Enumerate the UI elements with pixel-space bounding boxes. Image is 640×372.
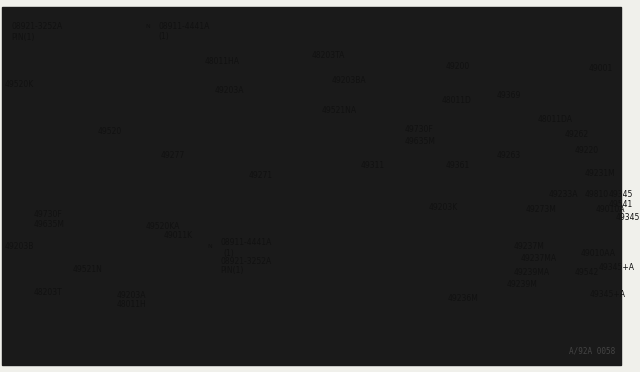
Text: 49271: 49271 <box>248 171 273 180</box>
Text: 49345: 49345 <box>616 213 640 222</box>
Text: 49520KA: 49520KA <box>146 222 180 231</box>
Text: (1): (1) <box>159 32 170 41</box>
Text: 49635M: 49635M <box>404 137 435 146</box>
Text: 49011K: 49011K <box>164 231 193 240</box>
Text: 08911-4441A: 08911-4441A <box>220 238 271 247</box>
Text: 08921-3252A: 08921-3252A <box>12 22 63 31</box>
Text: 49231M: 49231M <box>584 169 615 178</box>
Bar <box>351 170 433 184</box>
Text: (1): (1) <box>223 249 234 258</box>
Text: 49635M: 49635M <box>34 221 65 230</box>
Text: N: N <box>207 244 212 249</box>
Text: 49345+A: 49345+A <box>599 263 635 272</box>
Text: PIN(1): PIN(1) <box>12 33 35 42</box>
Bar <box>8 16 115 49</box>
Text: 49311: 49311 <box>360 161 385 170</box>
Text: 49263: 49263 <box>497 151 521 160</box>
Text: 49369: 49369 <box>497 91 521 100</box>
Text: 49203A: 49203A <box>117 291 147 299</box>
Bar <box>63 137 88 155</box>
Text: 48203T: 48203T <box>34 288 63 297</box>
Text: 49233A: 49233A <box>548 190 578 199</box>
Text: 49521N: 49521N <box>73 265 103 274</box>
Text: 49361: 49361 <box>446 161 470 170</box>
Text: 49203A: 49203A <box>214 86 244 95</box>
Text: PIN(1): PIN(1) <box>220 266 243 275</box>
Text: 49001: 49001 <box>588 64 612 73</box>
Text: 48011D: 48011D <box>441 96 471 105</box>
Text: 49239MA: 49239MA <box>513 268 550 277</box>
Text: 49239M: 49239M <box>506 280 538 289</box>
Text: 49345: 49345 <box>609 190 633 199</box>
Text: 49203BA: 49203BA <box>331 76 366 85</box>
Text: 48011H: 48011H <box>117 300 147 310</box>
Text: 49237M: 49237M <box>513 242 544 251</box>
Text: 49010AA: 49010AA <box>580 249 616 258</box>
Text: 48203TA: 48203TA <box>312 51 345 60</box>
Text: 49277: 49277 <box>161 151 185 160</box>
Text: 49203K: 49203K <box>429 203 458 212</box>
Text: 49237MA: 49237MA <box>521 254 557 263</box>
Text: N: N <box>146 24 150 29</box>
Text: 08921-3252A: 08921-3252A <box>220 257 271 266</box>
Text: 08911-4441A: 08911-4441A <box>159 22 210 31</box>
Text: 49730F: 49730F <box>34 210 63 219</box>
Text: 48011HA: 48011HA <box>205 57 239 66</box>
Text: 49203B: 49203B <box>5 242 35 251</box>
Text: 48011DA: 48011DA <box>538 115 573 124</box>
Text: 49200: 49200 <box>446 62 470 71</box>
Text: 49236M: 49236M <box>448 295 479 304</box>
Text: 49730F: 49730F <box>404 125 433 134</box>
Text: 49010A: 49010A <box>596 205 626 214</box>
Text: 49810: 49810 <box>584 190 609 199</box>
Text: 49345+A: 49345+A <box>589 290 625 299</box>
Text: 49541: 49541 <box>609 200 633 209</box>
Text: A/92A 0058: A/92A 0058 <box>570 346 616 356</box>
Text: 49273M: 49273M <box>526 205 557 214</box>
Text: 49520K: 49520K <box>5 80 34 89</box>
Text: 49521NA: 49521NA <box>321 106 356 115</box>
Text: 49520: 49520 <box>97 127 122 136</box>
Text: 49262: 49262 <box>565 130 589 139</box>
Text: 49542: 49542 <box>575 268 599 277</box>
Text: 49220: 49220 <box>575 147 599 155</box>
